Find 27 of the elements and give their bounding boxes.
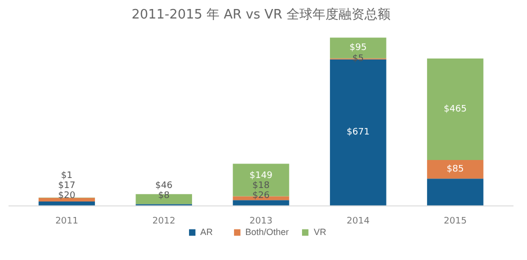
data-label: $95: [350, 42, 367, 53]
data-label: $149: [250, 170, 273, 181]
legend-label: AR: [200, 227, 214, 237]
bar: [427, 178, 484, 206]
x-tick-label: 2014: [346, 216, 370, 226]
data-label: $465: [444, 104, 467, 114]
data-label: $671: [346, 128, 370, 138]
x-tick-label: 2015: [444, 216, 467, 226]
data-label: $5: [352, 54, 364, 64]
data-label: $26: [252, 190, 270, 201]
bar: [38, 201, 95, 206]
bar: [427, 58, 484, 160]
data-label: $85: [446, 164, 464, 174]
legend-label: Both/Other: [245, 227, 289, 237]
x-tick-label: 2011: [55, 216, 78, 226]
data-label: $1: [61, 170, 72, 181]
bar: [38, 198, 95, 202]
bar: [427, 160, 484, 179]
legend-label: VR: [314, 227, 328, 237]
x-tick-label: 2012: [152, 216, 176, 226]
bar: [232, 200, 290, 206]
x-tick-label: 2013: [250, 216, 272, 226]
data-label: $46: [155, 180, 173, 191]
data-label: $18: [252, 180, 270, 191]
chart-title: 2011-2015 年 AR vs VR 全球年度融资总额: [132, 6, 390, 22]
data-label: $8: [158, 190, 170, 201]
data-label: $17: [58, 180, 76, 191]
